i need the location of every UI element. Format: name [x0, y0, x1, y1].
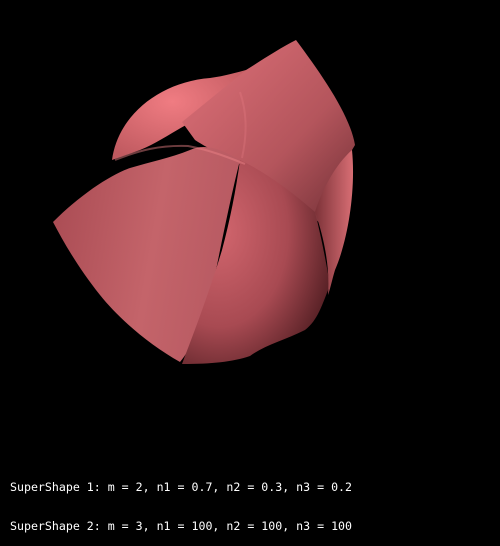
supershape-ridge-highlight — [114, 144, 246, 165]
render-viewport[interactable] — [0, 0, 500, 500]
supershape-front-body — [182, 160, 330, 364]
supershape-2-label: SuperShape 2: m = 3, n1 = 100, n2 = 100,… — [10, 519, 353, 533]
supershape-back-dome — [112, 70, 246, 160]
supershape-left-body — [53, 147, 240, 362]
supershape-render — [53, 40, 355, 364]
supershape-top-face — [182, 40, 355, 225]
supershape-right-lobe — [315, 150, 354, 295]
supershape-parameters: SuperShape 1: m = 2, n1 = 0.7, n2 = 0.3,… — [10, 455, 352, 546]
supershape-1-label: SuperShape 1: m = 2, n1 = 0.7, n2 = 0.3,… — [10, 480, 353, 494]
supershape-ridge-highlight-2 — [239, 91, 247, 159]
